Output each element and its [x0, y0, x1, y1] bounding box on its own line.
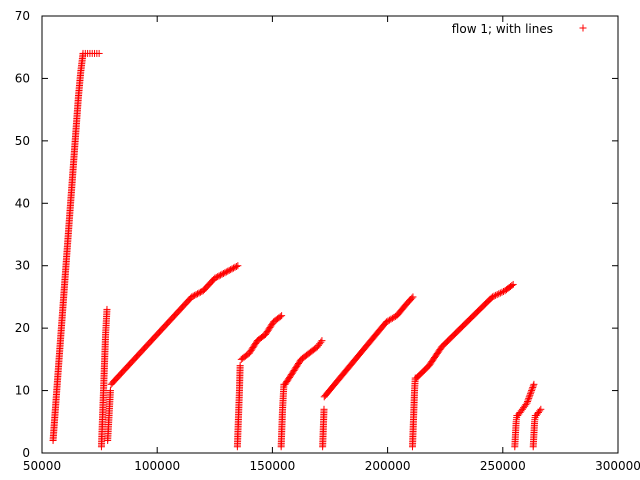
x-tick-label: 50000	[23, 459, 61, 473]
data-point	[196, 288, 204, 296]
data-point	[278, 312, 286, 320]
data-point	[537, 405, 545, 413]
data-point	[227, 266, 235, 274]
data-point	[103, 305, 111, 313]
data-point	[509, 280, 517, 288]
x-axis-ticks: 50000 100000 150000 200000 250000 300000	[23, 16, 640, 473]
y-tick-label: 30	[15, 259, 30, 273]
data-point	[106, 387, 114, 395]
data-point	[496, 289, 504, 297]
data-point	[527, 388, 535, 396]
data-point	[385, 316, 393, 324]
data-point	[523, 399, 531, 407]
data-point	[211, 274, 219, 282]
data-point	[224, 267, 232, 275]
data-point	[194, 290, 202, 298]
data-point	[188, 293, 196, 301]
data-point	[387, 315, 395, 323]
data-points	[49, 49, 545, 451]
data-point	[382, 318, 390, 326]
data-point	[493, 291, 501, 299]
data-point	[528, 387, 536, 395]
x-tick-label: 200000	[365, 459, 411, 473]
data-point	[231, 263, 239, 271]
data-point	[317, 338, 325, 346]
data-point	[529, 383, 537, 391]
data-point	[236, 362, 244, 370]
data-point	[525, 394, 533, 402]
data-point	[500, 287, 508, 295]
y-tick-label: 10	[15, 384, 30, 398]
data-point	[320, 405, 328, 413]
data-point	[214, 273, 222, 281]
data-point	[522, 401, 530, 409]
y-tick-label: 50	[15, 134, 30, 148]
data-point	[524, 397, 532, 405]
data-point	[232, 262, 240, 270]
data-point	[217, 271, 225, 279]
y-tick-label: 70	[15, 9, 30, 23]
data-point	[390, 313, 398, 321]
data-point	[526, 390, 534, 398]
data-point	[276, 313, 284, 321]
data-point	[195, 289, 203, 297]
data-point	[490, 292, 498, 300]
y-tick-label: 20	[15, 321, 30, 335]
x-tick-label: 100000	[134, 459, 180, 473]
data-point	[221, 269, 229, 277]
data-point	[492, 291, 500, 299]
legend-label: flow 1; with lines	[452, 22, 553, 36]
legend-marker	[579, 24, 587, 32]
data-point	[409, 293, 417, 301]
data-point	[525, 393, 533, 401]
x-tick-label: 300000	[595, 459, 640, 473]
data-point	[215, 272, 223, 280]
plot-frame	[41, 15, 619, 454]
x-tick-label: 150000	[249, 459, 295, 473]
data-point	[536, 407, 544, 415]
data-point	[488, 293, 496, 301]
data-point	[384, 317, 392, 325]
data-point	[212, 273, 220, 281]
data-point	[529, 382, 537, 390]
data-point	[95, 49, 103, 57]
data-point	[524, 396, 532, 404]
data-point	[234, 262, 242, 270]
data-point	[530, 380, 538, 388]
data-point	[218, 270, 226, 278]
legend: flow 1; with lines	[452, 22, 587, 36]
data-point	[318, 337, 326, 345]
y-tick-label: 60	[15, 71, 30, 85]
data-point	[526, 391, 534, 399]
y-tick-label: 40	[15, 196, 30, 210]
data-point	[192, 291, 200, 299]
data-point	[230, 264, 238, 272]
data-point	[219, 270, 227, 278]
y-tick-label: 0	[22, 446, 30, 460]
y-axis-ticks: 0 10 20 30 40 50 60 70	[15, 9, 618, 460]
data-point	[495, 290, 503, 298]
data-point	[225, 266, 233, 274]
data-point	[191, 291, 199, 299]
data-point	[528, 385, 536, 393]
x-tick-label: 250000	[480, 459, 526, 473]
data-point	[408, 294, 416, 302]
legend-marker-glyph	[579, 24, 587, 32]
data-point	[228, 265, 236, 273]
data-point	[222, 268, 230, 276]
data-point	[189, 292, 197, 300]
data-point	[508, 281, 516, 289]
data-point	[498, 288, 506, 296]
data-point	[388, 314, 396, 322]
